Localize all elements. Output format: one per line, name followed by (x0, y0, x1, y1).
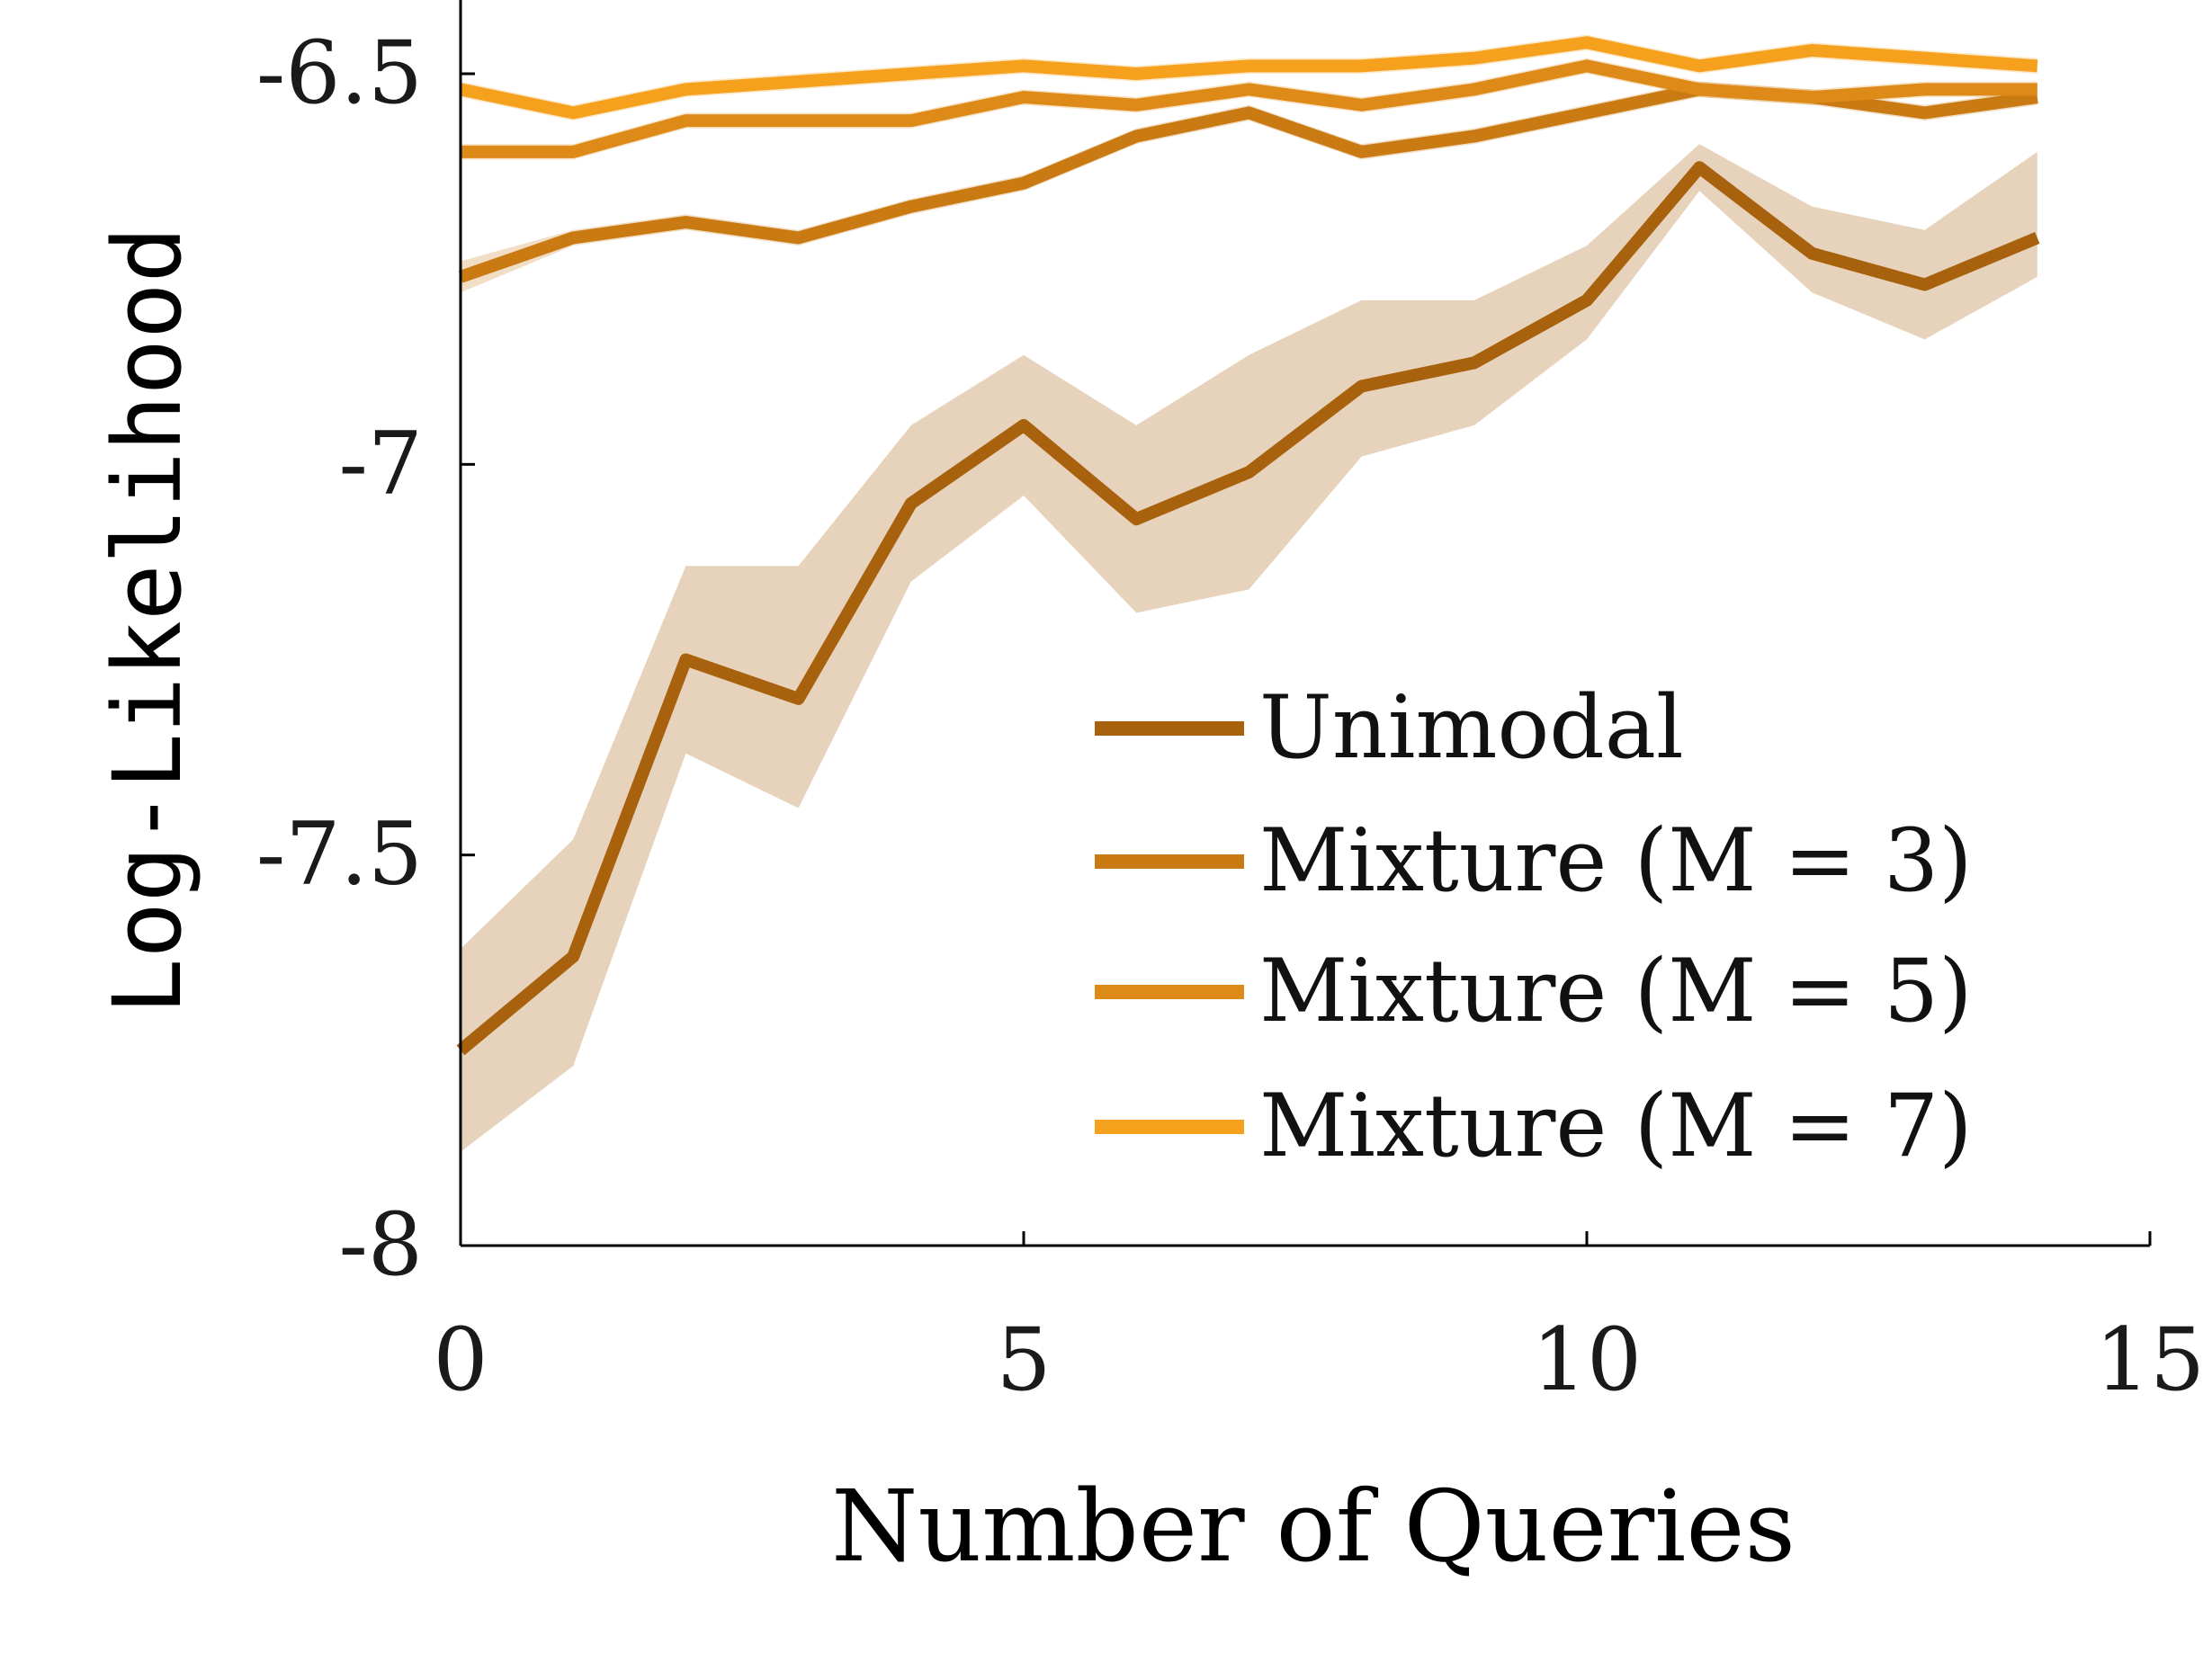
tick-labels: 0 5 10 15 -6.5 -7 -7.5 -8 (256, 22, 2205, 1410)
confidence-band-0 (461, 144, 2037, 1152)
series-lines (456, 36, 2040, 1056)
x-tick-label-0: 0 (433, 1309, 488, 1410)
legend: Unimodal Mixture (M = 3) Mixture (M = 5) Mi… (1095, 677, 1973, 1176)
series-line-0 (456, 161, 2040, 1056)
series-line-2 (461, 59, 2037, 158)
y-tick-label-2: -7.5 (256, 804, 423, 905)
x-tick-label-2: 10 (1532, 1309, 1642, 1410)
x-axis-title: Number of Queries (831, 1469, 1796, 1584)
legend-label-1: Mixture (M = 3) (1259, 810, 1973, 911)
y-axis-title: Log-Likelihood (93, 227, 202, 1015)
x-tick-label-1: 5 (996, 1309, 1051, 1410)
series-line-3 (459, 36, 2038, 120)
axes (459, 0, 2150, 1247)
y-tick-label-0: -6.5 (256, 22, 423, 123)
y-tick-label-3: -8 (338, 1194, 423, 1295)
y-tick-label-1: -7 (338, 413, 423, 514)
legend-label-0: Unimodal (1259, 677, 1684, 778)
x-tick-label-3: 15 (2095, 1309, 2205, 1410)
tick-marks (459, 72, 2152, 1247)
legend-label-2: Mixture (M = 5) (1259, 941, 1973, 1041)
legend-label-3: Mixture (M = 7) (1259, 1076, 1973, 1176)
